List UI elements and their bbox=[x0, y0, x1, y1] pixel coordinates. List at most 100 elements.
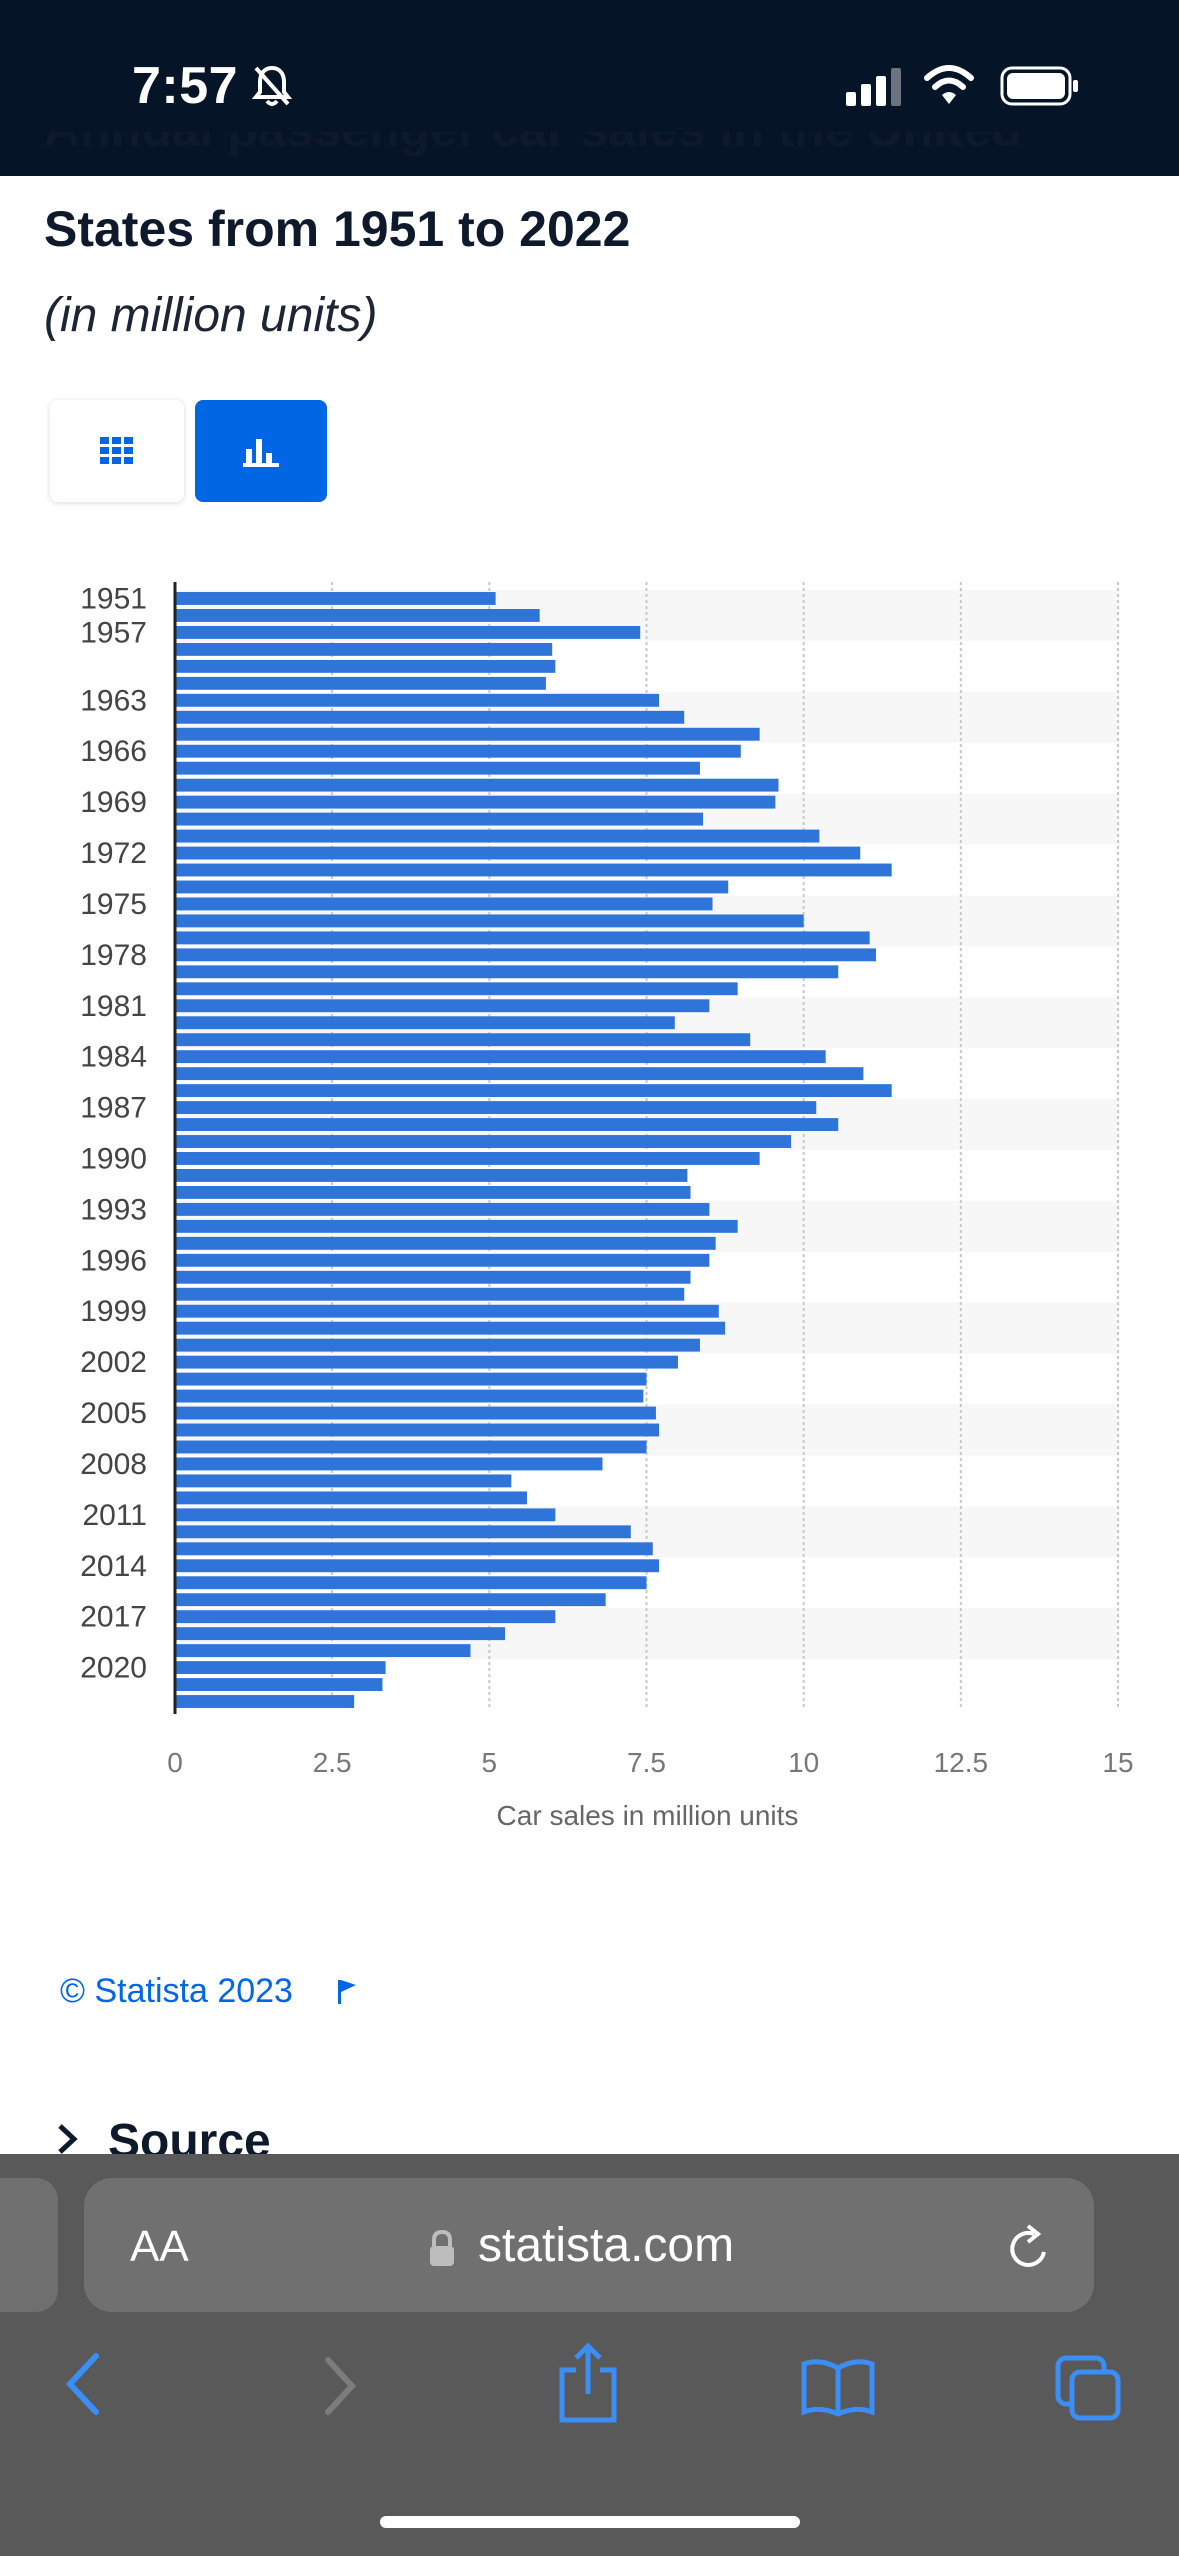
reload-icon[interactable] bbox=[1004, 2222, 1054, 2276]
address-bar[interactable] bbox=[84, 2178, 1094, 2312]
y-tick-label: 1975 bbox=[80, 888, 147, 921]
bar bbox=[175, 1423, 660, 1437]
bar bbox=[175, 744, 741, 758]
bar bbox=[175, 727, 760, 741]
x-axis-label: Car sales in million units bbox=[496, 1800, 799, 1831]
bar bbox=[175, 1219, 738, 1233]
y-tick-label: 1999 bbox=[80, 1295, 147, 1328]
y-tick-label: 1957 bbox=[80, 616, 147, 649]
bar bbox=[175, 1389, 644, 1403]
bar bbox=[175, 965, 839, 979]
y-tick-label: 1993 bbox=[80, 1193, 147, 1226]
bar bbox=[175, 1169, 688, 1182]
home-indicator bbox=[380, 2516, 800, 2528]
bar bbox=[175, 1576, 647, 1590]
y-tick-label: 1987 bbox=[80, 1092, 147, 1125]
bar bbox=[175, 1644, 471, 1658]
bar bbox=[175, 1338, 700, 1352]
bar bbox=[175, 880, 729, 894]
bar bbox=[175, 1525, 631, 1539]
y-tick-label: 1963 bbox=[80, 684, 147, 717]
bar bbox=[175, 778, 779, 792]
bar bbox=[175, 1406, 656, 1420]
previous-tab-preview[interactable] bbox=[0, 2178, 58, 2312]
x-tick-label: 0 bbox=[167, 1747, 183, 1778]
bar bbox=[175, 812, 704, 826]
y-tick-label: 1951 bbox=[80, 582, 147, 615]
status-time: 7:57 bbox=[132, 57, 239, 115]
battery-icon bbox=[1000, 66, 1078, 106]
bar bbox=[175, 1287, 685, 1301]
bar bbox=[175, 846, 861, 860]
bar bbox=[175, 795, 776, 809]
x-tick-label: 2.5 bbox=[313, 1747, 352, 1778]
bar bbox=[175, 1542, 653, 1556]
copyright-link[interactable]: © Statista 2023 bbox=[60, 1972, 293, 2010]
table-view-button[interactable] bbox=[50, 400, 184, 502]
bar bbox=[175, 1457, 603, 1471]
bar bbox=[175, 1678, 383, 1691]
bar bbox=[175, 1695, 355, 1708]
bar bbox=[175, 1508, 556, 1522]
bar bbox=[175, 1355, 678, 1369]
page-title-partial: Annual passenger car sales in the United bbox=[44, 132, 1144, 176]
bar bbox=[175, 1253, 710, 1267]
y-tick-label: 1972 bbox=[80, 837, 147, 870]
wifi-icon bbox=[924, 65, 974, 104]
tabs-icon[interactable] bbox=[1054, 2354, 1124, 2422]
bar bbox=[175, 710, 685, 724]
bar bbox=[175, 1610, 556, 1624]
bar bbox=[175, 1135, 792, 1148]
y-tick-label: 2005 bbox=[80, 1397, 147, 1430]
source-toggle[interactable]: Source bbox=[56, 2110, 456, 2154]
bar bbox=[175, 1321, 726, 1335]
bar bbox=[175, 897, 713, 911]
bar bbox=[175, 761, 700, 775]
bar-chart: 1951 1957 1963 1966 1969 1972 1975 1978 1981 1984… bbox=[0, 560, 1179, 1860]
forward-icon[interactable] bbox=[322, 2356, 358, 2416]
x-tick-label: 15 bbox=[1102, 1747, 1133, 1778]
bar bbox=[175, 914, 804, 928]
y-tick-label: 2017 bbox=[80, 1601, 147, 1634]
y-tick-label: 2002 bbox=[80, 1346, 147, 1379]
bar bbox=[175, 1236, 716, 1250]
lock-icon bbox=[430, 2229, 454, 2266]
y-tick-label: 2011 bbox=[82, 1499, 147, 1532]
bar bbox=[175, 829, 820, 843]
chart-view-button[interactable] bbox=[195, 400, 327, 502]
bar bbox=[175, 592, 496, 605]
bar bbox=[175, 693, 660, 707]
bar bbox=[175, 1593, 606, 1607]
bar bbox=[175, 609, 540, 622]
report-flag-icon[interactable] bbox=[336, 1978, 358, 2006]
y-tick-label: 2008 bbox=[80, 1448, 147, 1481]
bar bbox=[175, 659, 556, 673]
page-title: States from 1951 to 2022 bbox=[44, 201, 631, 257]
bar bbox=[175, 1270, 691, 1284]
url-text[interactable]: statista.com bbox=[478, 2219, 735, 2272]
x-tick-label: 5 bbox=[482, 1747, 498, 1778]
bar bbox=[175, 1152, 760, 1165]
bar-chart-icon bbox=[243, 439, 279, 467]
bar bbox=[175, 642, 553, 656]
x-tick-label: 12.5 bbox=[934, 1747, 989, 1778]
back-icon[interactable] bbox=[64, 2352, 104, 2416]
silent-bell-icon bbox=[252, 65, 292, 106]
bar bbox=[175, 1304, 719, 1318]
bar bbox=[175, 625, 641, 639]
bar bbox=[175, 863, 892, 877]
source-label: Source bbox=[108, 2115, 271, 2154]
bar bbox=[175, 1202, 710, 1216]
bar bbox=[175, 982, 738, 996]
reader-settings-button[interactable]: AA bbox=[130, 2222, 189, 2271]
bar bbox=[175, 1474, 512, 1488]
y-tick-label: 1966 bbox=[80, 735, 147, 768]
y-tick-label: 2020 bbox=[80, 1652, 147, 1685]
bar bbox=[175, 1033, 751, 1047]
bar bbox=[175, 1627, 506, 1641]
bookmarks-icon[interactable] bbox=[800, 2358, 876, 2418]
y-tick-label: 1981 bbox=[80, 990, 147, 1023]
share-icon[interactable] bbox=[556, 2342, 620, 2426]
bar bbox=[175, 1016, 675, 1030]
